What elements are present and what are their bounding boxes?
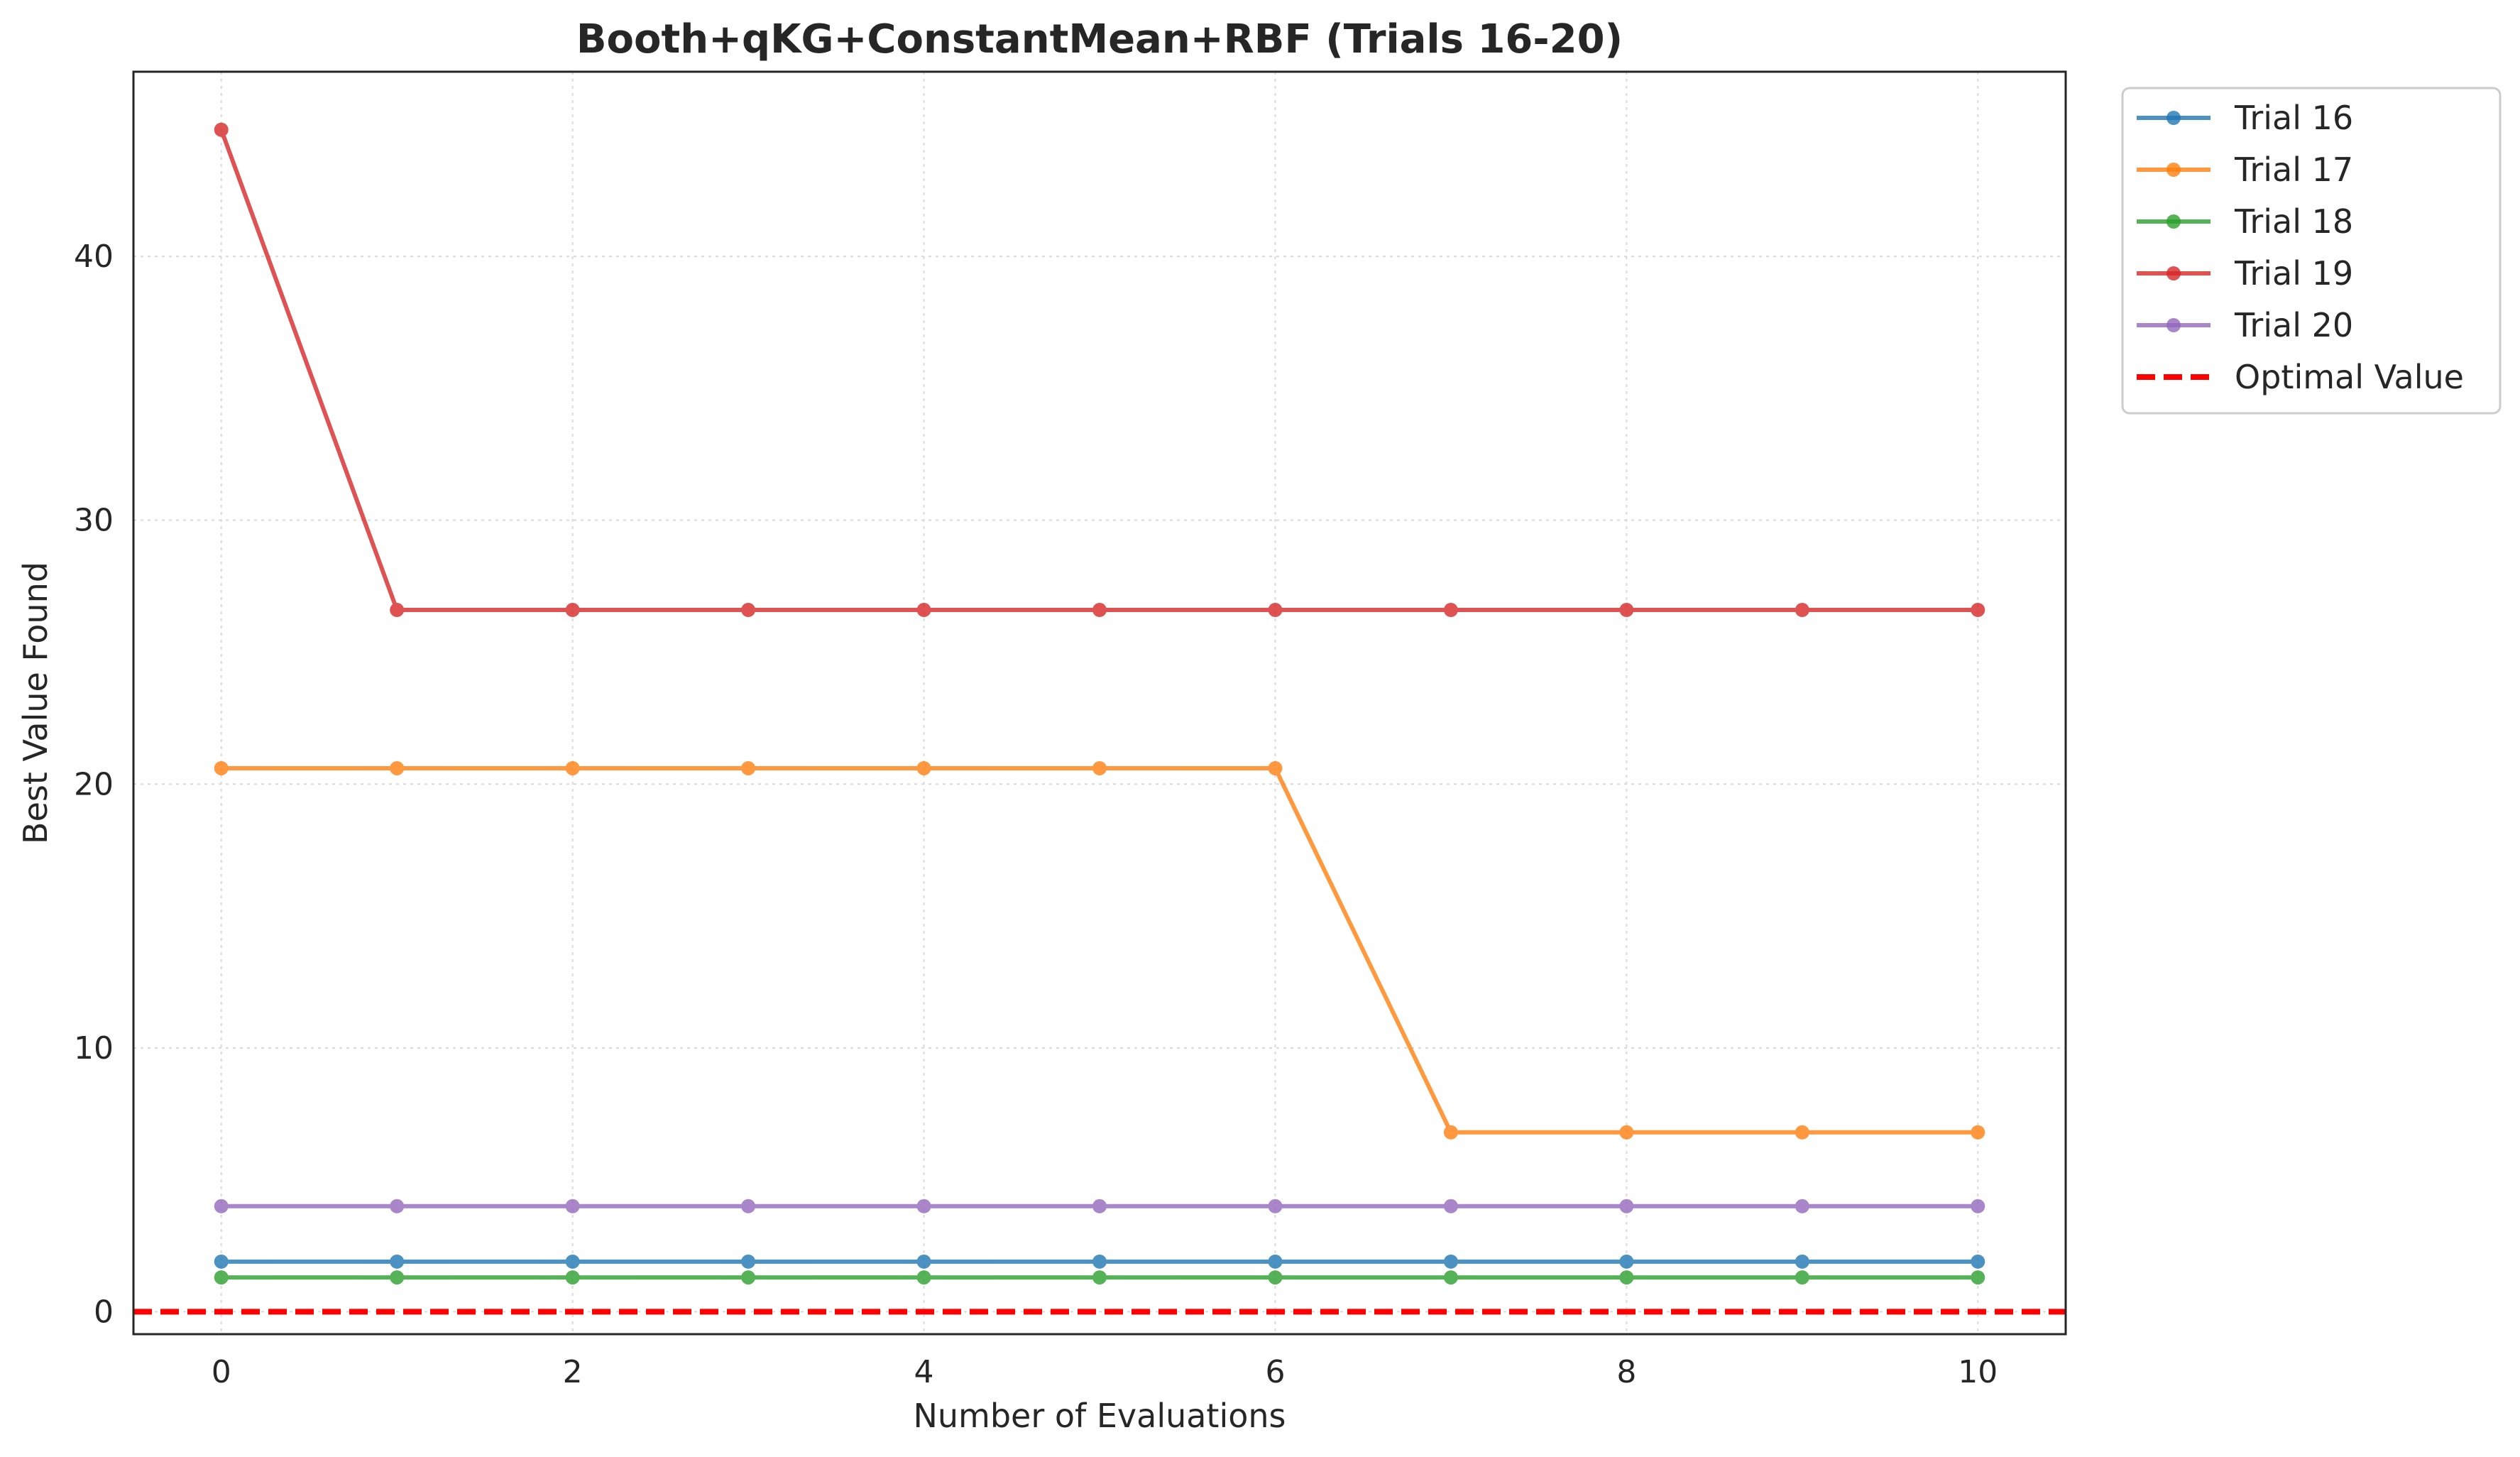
data-point [214,760,229,775]
data-point [1619,603,1634,618]
chart-title: Booth+qKG+ConstantMean+RBF (Trials 16-20… [576,16,1623,62]
data-point [1795,1125,1809,1140]
y-tick-label: 40 [74,239,114,275]
data-point [916,1199,931,1213]
data-point [1268,1270,1283,1285]
series-2 [214,760,1985,1140]
legend: Trial 16 Trial 17 Trial 18 Trial 19 Trial 20… [2121,87,2502,415]
legend-marker [2166,214,2181,229]
plot-frame [132,70,2067,1336]
x-tick-label: 4 [914,1354,934,1390]
data-point [916,1270,931,1285]
data-point [1268,1199,1283,1213]
data-point [741,760,756,775]
data-point [1443,603,1458,618]
x-tick-label: 10 [1958,1354,1998,1390]
data-point [1795,603,1809,618]
data-point [565,1270,580,1285]
x-tick-label: 6 [1265,1354,1285,1390]
x-axis-label: Number of Evaluations [913,1397,1286,1435]
legend-box [2121,87,2502,415]
legend-label: Trial 17 [2234,151,2353,189]
data-point [916,760,931,775]
series-5 [214,1199,1985,1213]
data-point [1443,1254,1458,1269]
data-point [390,1199,405,1213]
data-point [1619,1254,1634,1269]
data-point [1443,1270,1458,1285]
data-point [1971,1270,1985,1285]
legend-marker [2166,111,2181,125]
x-tick-label: 0 [212,1354,231,1390]
plot-area [133,122,2066,1315]
ticks: 0 2 4 6 8 10 0 10 20 30 40 [74,239,1998,1390]
data-point [1971,1254,1985,1269]
data-point [1795,1270,1809,1285]
legend-marker [2166,318,2181,332]
data-point [565,603,580,618]
series-1 [214,1254,1985,1269]
series-3 [214,1270,1985,1285]
legend-label: Trial 16 [2234,99,2353,137]
data-point [741,603,756,618]
series-4 [214,122,1985,618]
legend-label: Trial 19 [2234,254,2353,293]
x-tick-label: 8 [1616,1354,1636,1390]
data-point [1971,603,1985,618]
data-point [1795,1199,1809,1213]
data-point [1619,1270,1634,1285]
data-point [1619,1125,1634,1140]
data-point [1268,603,1283,618]
legend-label: Optimal Value [2235,358,2464,396]
x-tick-label: 2 [563,1354,583,1390]
data-point [1443,1199,1458,1213]
data-point [741,1254,756,1269]
data-point [565,1199,580,1213]
data-point [565,1254,580,1269]
data-point [1092,1254,1107,1269]
data-point [1619,1199,1634,1213]
data-point [1443,1125,1458,1140]
data-point [916,1254,931,1269]
data-point [1092,603,1107,618]
y-tick-label: 10 [74,1030,114,1066]
data-point [741,1199,756,1213]
data-point [390,603,405,618]
legend-marker [2166,266,2181,280]
data-point [390,1270,405,1285]
data-point [741,1270,756,1285]
data-point [1268,1254,1283,1269]
data-point [390,1254,405,1269]
data-point [390,760,405,775]
data-point [1795,1254,1809,1269]
data-point [1092,760,1107,775]
y-tick-label: 0 [94,1294,114,1330]
grid [133,72,2066,1334]
y-axis-label: Best Value Found [16,562,55,844]
data-point [214,1270,229,1285]
legend-marker [2166,163,2181,177]
data-point [565,760,580,775]
y-tick-label: 30 [74,503,114,539]
data-point [1092,1270,1107,1285]
y-tick-label: 20 [74,766,114,802]
data-point [1971,1125,1985,1140]
legend-label: Trial 20 [2234,306,2353,344]
data-point [1092,1199,1107,1213]
data-point [214,1199,229,1213]
data-point [214,122,229,137]
data-point [1971,1199,1985,1213]
data-point [916,603,931,618]
legend-label: Trial 18 [2234,202,2353,241]
data-point [1268,760,1283,775]
data-point [214,1254,229,1269]
